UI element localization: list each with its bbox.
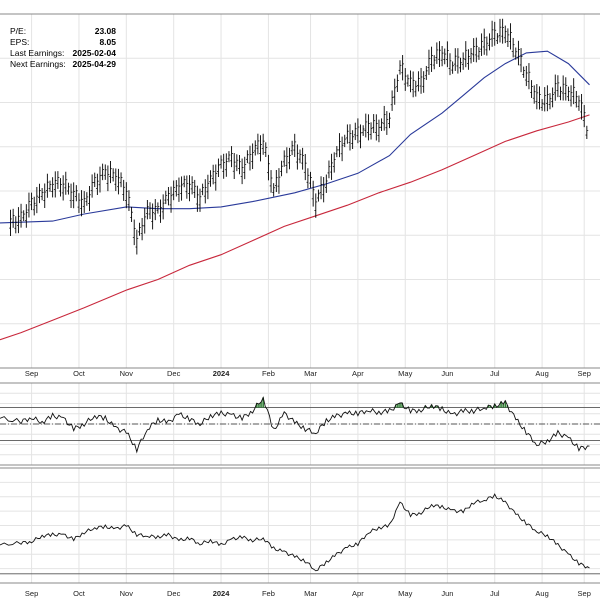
long-moving-average-line [0, 114, 590, 341]
stat-value: 2025-04-29 [73, 59, 117, 69]
stat-label: Next Earnings: [10, 59, 66, 69]
x-tick-label: May [398, 589, 412, 598]
x-tick-label: Apr [352, 589, 364, 598]
stat-value: 2025-02-04 [73, 48, 117, 58]
x-tick-label: Sep [578, 369, 591, 378]
x-tick-label: Aug [535, 369, 548, 378]
x-tick-label: Nov [120, 589, 134, 598]
stats-box: P/E: 23.08 EPS: 8.05 Last Earnings: 2025… [10, 26, 116, 69]
x-tick-label: Feb [262, 589, 275, 598]
x-tick-label: Sep [25, 589, 38, 598]
x-tick-label: Aug [535, 589, 548, 598]
stat-label: P/E: [10, 26, 26, 36]
x-tick-label: Nov [120, 369, 134, 378]
rsi-panel [0, 382, 600, 466]
x-tick-label: Jul [490, 369, 500, 378]
x-tick-label: May [398, 369, 412, 378]
x-tick-label: Oct [73, 369, 86, 378]
x-tick-label: Jul [490, 589, 500, 598]
x-tick-label: Sep [578, 589, 591, 598]
x-tick-label: Mar [304, 589, 317, 598]
x-tick-label: Mar [304, 369, 317, 378]
x-tick-label: Jun [441, 369, 453, 378]
oscillator-panel: Sep Oct Nov Dec 2024 Feb Mar Apr May Jun Jul Aug Sep [0, 467, 600, 598]
x-tick-label: Oct [73, 589, 86, 598]
stat-label: EPS: [10, 37, 29, 47]
x-tick-label: Sep [25, 369, 38, 378]
x-tick-label: Apr [352, 369, 364, 378]
oscillator-line [0, 493, 590, 572]
stat-value: 8.05 [99, 37, 116, 47]
stat-value: 23.08 [95, 26, 117, 36]
rsi-line [0, 396, 590, 454]
stat-label: Last Earnings: [10, 48, 64, 58]
x-tick-label: Dec [167, 589, 181, 598]
x-tick-label: Feb [262, 369, 275, 378]
short-moving-average-line [0, 50, 590, 224]
x-tick-label: Jun [441, 589, 453, 598]
x-tick-label: 2024 [213, 589, 231, 598]
price-panel: Sep Oct Nov Dec 2024 Feb Mar Apr May Jun Jul Aug Sep [0, 13, 600, 378]
x-tick-label: Dec [167, 369, 181, 378]
x-tick-label: 2024 [213, 369, 231, 378]
